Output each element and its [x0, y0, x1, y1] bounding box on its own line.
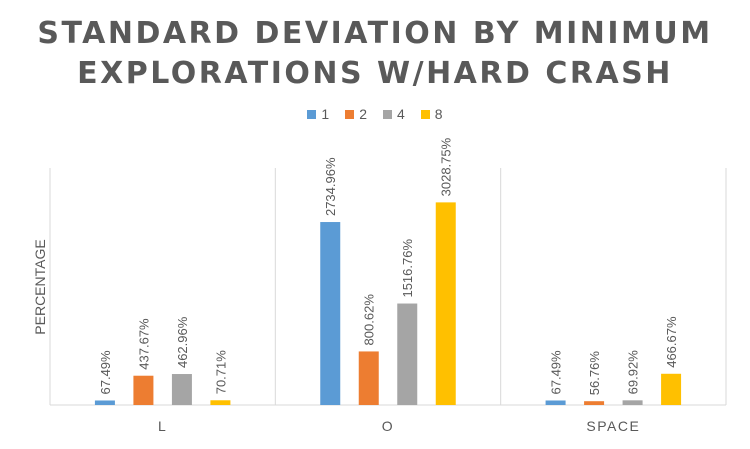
- data-label: 67.49%: [549, 350, 564, 395]
- bar-series-4: [622, 400, 643, 405]
- legend-item-8: 8: [420, 106, 443, 122]
- bar-series-8: [435, 202, 456, 405]
- legend-label-2: 2: [359, 106, 367, 122]
- data-label: 2734.96%: [323, 157, 338, 216]
- chart-title-line-1: STANDARD DEVIATION BY MINIMUM: [37, 16, 713, 51]
- bar-series-1: [545, 400, 566, 405]
- legend-swatch-8: [420, 109, 430, 119]
- data-label: 800.62%: [362, 294, 377, 346]
- chart-title-line-2: EXPLORATIONS W/HARD CRASH: [77, 56, 673, 91]
- legend-swatch-2: [345, 109, 355, 119]
- chart-title: STANDARD DEVIATION BY MINIMUM EXPLORATIO…: [0, 14, 750, 94]
- bar-series-4: [397, 303, 418, 405]
- legend-label-1: 1: [321, 106, 330, 122]
- data-label: 1516.76%: [400, 239, 415, 298]
- legend: 1 2 4 8: [0, 106, 750, 122]
- legend-label-8: 8: [434, 106, 443, 122]
- bar-series-4: [171, 374, 192, 405]
- legend-label-4: 4: [397, 106, 405, 122]
- x-tick-label: L: [158, 418, 167, 434]
- bar-series-8: [661, 373, 682, 405]
- x-tick-label: SPACE: [586, 418, 640, 434]
- legend-swatch-1: [307, 109, 317, 119]
- x-tick-label: O: [382, 418, 394, 434]
- legend-item-1: 1: [307, 106, 329, 122]
- bar-series-1: [94, 400, 115, 405]
- legend-item-2: 2: [345, 106, 367, 122]
- data-label: 67.49%: [98, 350, 113, 395]
- legend-swatch-4: [383, 109, 392, 119]
- data-label: 70.71%: [213, 350, 228, 395]
- data-label: 3028.75%: [439, 137, 454, 196]
- bar-series-1: [320, 222, 341, 405]
- data-label: 56.76%: [587, 351, 602, 396]
- data-label: 466.67%: [664, 316, 679, 368]
- legend-item-4: 4: [383, 106, 405, 122]
- data-label: 462.96%: [175, 316, 190, 368]
- bar-series-2: [584, 401, 605, 405]
- bar-series-2: [133, 375, 154, 405]
- data-label: 69.92%: [626, 350, 641, 395]
- data-label: 437.67%: [136, 318, 151, 370]
- bar-series-8: [210, 400, 231, 405]
- bar-series-2: [358, 351, 379, 405]
